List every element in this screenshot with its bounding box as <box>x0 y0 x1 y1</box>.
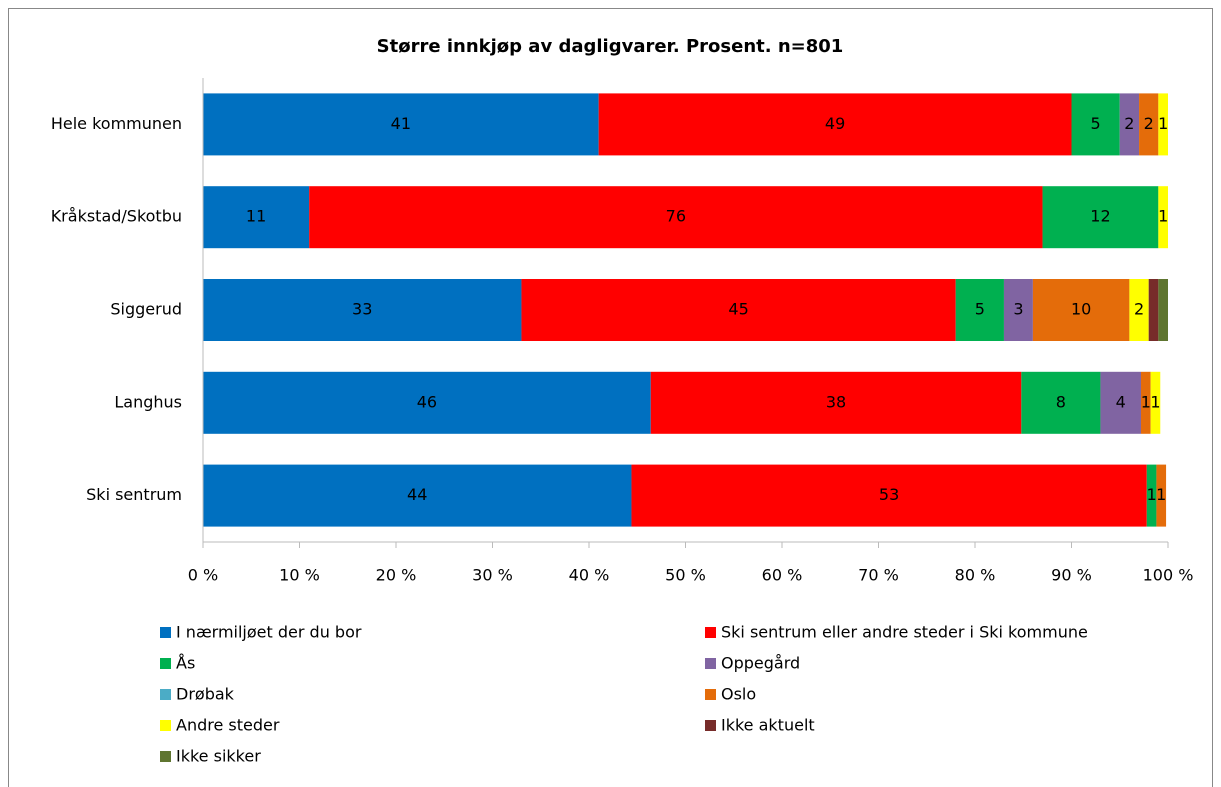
legend-label: Drøbak <box>176 685 235 704</box>
data-label: 2 <box>1134 300 1144 319</box>
legend-label: Oppegård <box>721 654 800 673</box>
data-label: 1 <box>1147 485 1157 504</box>
bar-segment <box>1042 186 1159 249</box>
legend-label: I nærmiljøet der du bor <box>176 623 362 642</box>
legend-swatch <box>160 689 171 700</box>
bar-segment <box>1158 186 1168 249</box>
bar-segment <box>1140 371 1151 434</box>
bar-segment <box>1150 371 1161 434</box>
data-label: 46 <box>417 392 437 411</box>
bar-segment <box>1139 93 1159 156</box>
data-label: 1 <box>1158 114 1168 133</box>
data-label: 1 <box>1158 207 1168 226</box>
data-label: 12 <box>1090 207 1110 226</box>
bar-segment <box>203 371 651 434</box>
bar-segment <box>1158 93 1168 156</box>
bar-segment <box>1146 464 1157 527</box>
legend-swatch <box>705 720 716 731</box>
legend-swatch <box>705 689 716 700</box>
data-label: 5 <box>1091 114 1101 133</box>
legend-swatch <box>705 627 716 638</box>
bar-segment <box>309 186 1043 249</box>
legend-swatch <box>705 658 716 669</box>
x-tick-label: 40 % <box>569 566 610 585</box>
bar-segment <box>521 279 956 341</box>
bar-segment <box>1119 93 1140 156</box>
legend-label: Andre steder <box>176 716 280 735</box>
bar-segment <box>203 93 599 156</box>
bar-segment <box>598 93 1072 156</box>
data-label: 8 <box>1056 392 1066 411</box>
data-label: 5 <box>975 300 985 319</box>
data-label: 41 <box>391 114 411 133</box>
x-tick-label: 0 % <box>188 566 218 585</box>
data-label: 11 <box>246 207 266 226</box>
x-tick-label: 70 % <box>858 566 899 585</box>
legend-swatch <box>160 720 171 731</box>
legend-label: Ikke aktuelt <box>721 716 815 735</box>
data-label: 1 <box>1150 392 1160 411</box>
data-label: 45 <box>728 300 748 319</box>
data-label: 76 <box>666 207 686 226</box>
bar-segment <box>1148 279 1159 341</box>
bar-segment <box>203 464 632 527</box>
data-label: 10 <box>1071 300 1091 319</box>
bar-segment <box>203 279 522 341</box>
bar-segment <box>650 371 1022 434</box>
data-label: 1 <box>1156 485 1166 504</box>
data-label: 2 <box>1144 114 1154 133</box>
bar-segment <box>203 186 310 249</box>
bar-segment <box>1156 464 1167 527</box>
data-label: 53 <box>879 485 899 504</box>
bar-segment <box>1071 93 1120 156</box>
legend-label: Ikke sikker <box>176 747 261 766</box>
legend-swatch <box>160 627 171 638</box>
chart-title: Større innkjøp av dagligvarer. Prosent. … <box>377 36 844 57</box>
y-tick-label: Kråkstad/Skotbu <box>51 207 182 226</box>
bar-segment <box>1100 371 1141 434</box>
legend-swatch <box>160 751 171 762</box>
bar-segment <box>955 279 1004 341</box>
data-label: 1 <box>1141 392 1151 411</box>
x-tick-label: 20 % <box>376 566 417 585</box>
legend-label: Ski sentrum eller andre steder i Ski kom… <box>721 623 1088 642</box>
x-tick-label: 10 % <box>279 566 320 585</box>
x-tick-label: 50 % <box>665 566 706 585</box>
bar-segment <box>1129 279 1149 341</box>
x-tick-label: 90 % <box>1051 566 1092 585</box>
x-tick-label: 80 % <box>955 566 996 585</box>
data-label: 2 <box>1124 114 1134 133</box>
data-label: 3 <box>1013 300 1023 319</box>
bar-segment <box>1032 279 1130 341</box>
legend-label: Ås <box>176 654 195 673</box>
x-tick-label: 100 % <box>1143 566 1194 585</box>
x-tick-label: 30 % <box>472 566 513 585</box>
bar-segment <box>1003 279 1033 341</box>
x-tick-label: 60 % <box>762 566 803 585</box>
bar-segment <box>631 464 1147 527</box>
data-label: 44 <box>407 485 427 504</box>
bar-segment <box>1158 279 1168 341</box>
data-label: 4 <box>1116 392 1126 411</box>
data-label: 49 <box>825 114 845 133</box>
y-tick-label: Langhus <box>114 392 182 411</box>
data-label: 33 <box>352 300 372 319</box>
y-tick-label: Ski sentrum <box>86 485 182 504</box>
legend-swatch <box>160 658 171 669</box>
data-label: 38 <box>826 392 846 411</box>
legend-label: Oslo <box>721 685 756 704</box>
y-tick-label: Siggerud <box>110 300 182 319</box>
bar-segment <box>1021 371 1101 434</box>
y-tick-label: Hele kommunen <box>51 114 182 133</box>
